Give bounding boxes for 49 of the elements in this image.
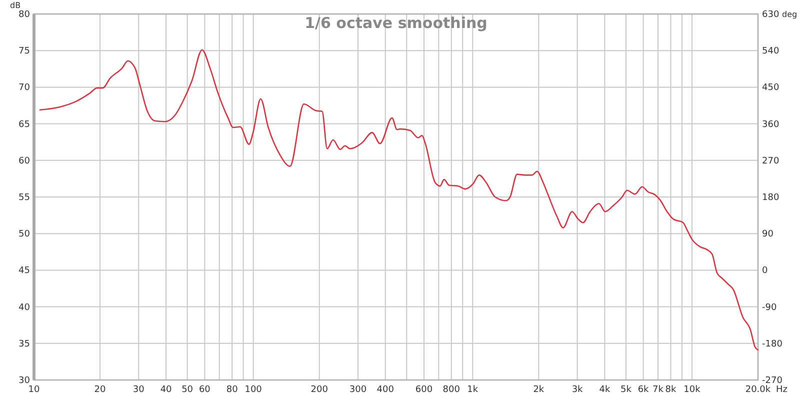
y-tick-label: 80 <box>18 10 30 20</box>
x-tick-label: 80 <box>226 385 238 395</box>
x-tick-label: 3k <box>572 385 584 395</box>
y2-tick-label: 540 <box>762 46 780 57</box>
y2-tick-label: 630 <box>762 10 780 20</box>
x-tick-label: 40 <box>160 385 172 395</box>
y2-axis-title: deg <box>782 10 798 19</box>
y2-tick-label: -180 <box>762 339 783 350</box>
x-tick-label: 300 <box>349 385 367 395</box>
y-tick-label: 50 <box>18 230 30 240</box>
x-tick-label: 100 <box>244 385 262 395</box>
x-tick-label: 2k <box>533 385 545 395</box>
x-tick-label: 600 <box>415 385 433 395</box>
y-tick-label: 60 <box>18 156 30 166</box>
y-tick-label: 45 <box>18 266 30 276</box>
x-tick-label: 20.0k <box>745 385 772 395</box>
y2-tick-label: -90 <box>762 302 777 313</box>
x-tick-label: 20 <box>94 385 106 395</box>
x-tick-label: 30 <box>132 385 145 395</box>
y2-tick-label: 270 <box>762 156 780 166</box>
y-tick-label: 35 <box>18 339 30 350</box>
x-tick-label: 60 <box>198 385 211 395</box>
x-tick-label: 800 <box>442 385 460 395</box>
x-tick-label: 1k <box>467 385 479 395</box>
x-tick-label: 8k <box>665 385 677 395</box>
y2-tick-label: 450 <box>762 83 780 94</box>
x-tick-label: 5k <box>620 385 632 395</box>
y-tick-label: 65 <box>18 120 30 130</box>
y-tick-label: 75 <box>18 46 30 57</box>
y-tick-label: 70 <box>18 83 30 94</box>
x-tick-label: 50 <box>182 385 194 395</box>
x-tick-label: 10 <box>28 385 40 395</box>
y2-tick-label: 360 <box>762 120 780 130</box>
y-axis-title: dB <box>10 1 21 10</box>
x-tick-label: 10k <box>684 385 702 395</box>
x-tick-label: 7k <box>652 385 664 395</box>
y-tick-label: 55 <box>18 193 30 203</box>
y-tick-label: 40 <box>18 302 30 313</box>
y2-tick-label: 0 <box>762 266 768 276</box>
x-tick-label: 4k <box>599 385 611 395</box>
x-tick-label: 6k <box>638 385 650 395</box>
y2-tick-label: 90 <box>762 230 774 240</box>
y2-tick-label: -270 <box>762 376 783 386</box>
x-tick-label: 400 <box>376 385 394 395</box>
y-tick-label: 30 <box>18 376 30 386</box>
x-axis-title: Hz <box>776 385 788 395</box>
x-tick-label: 200 <box>310 385 328 395</box>
y2-tick-label: 180 <box>762 193 780 203</box>
chart-title: 1/6 octave smoothing <box>304 14 488 32</box>
